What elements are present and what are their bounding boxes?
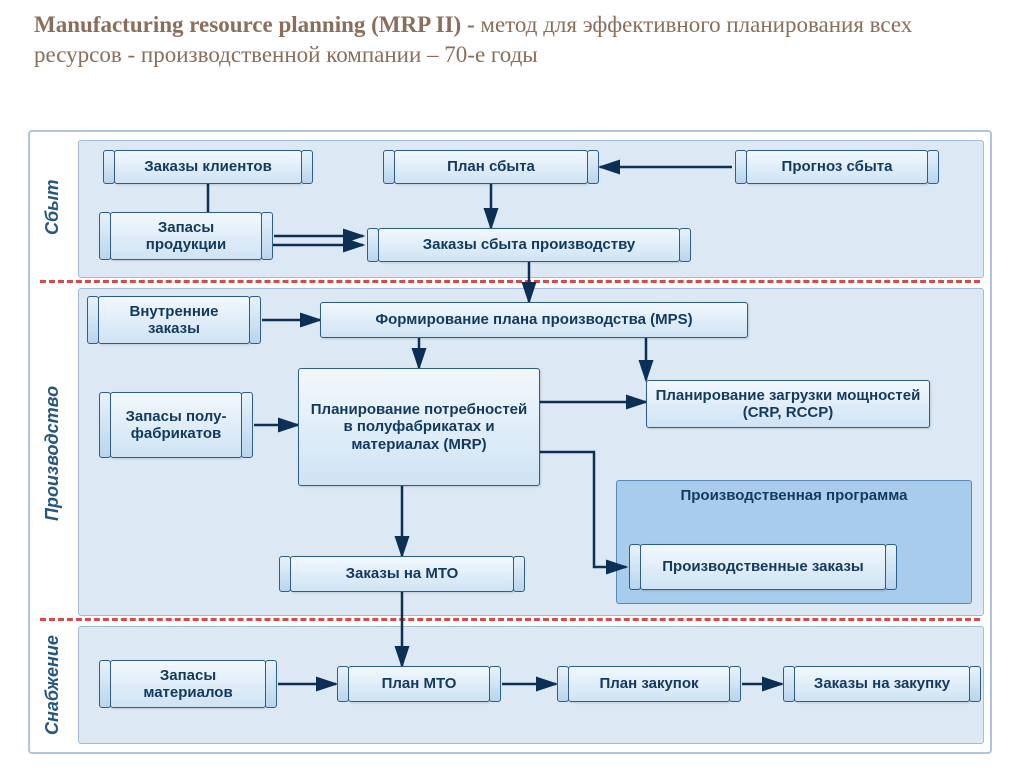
- section-label-production: Производство: [42, 292, 63, 614]
- node-n11: Производственные заказы: [640, 544, 886, 590]
- node-n8: Запасы полу- фабрикатов: [110, 392, 242, 458]
- node-n3: Прогноз сбыта: [746, 150, 928, 184]
- mrp-flowchart: Сбыт Производство Снабжение Производственна…: [28, 130, 992, 754]
- node-n14: План МТО: [348, 666, 490, 702]
- node-n15: План закупок: [568, 666, 730, 702]
- node-n6: Внутренние заказы: [98, 296, 250, 344]
- node-n10: Планирование загрузки мощностей (CRP, RC…: [646, 380, 930, 428]
- section-label-sales: Сбыт: [42, 142, 63, 272]
- divider-0: [40, 280, 980, 283]
- node-n2: План сбыта: [394, 150, 588, 184]
- node-n9: Планирование потребностей в полуфабрикат…: [298, 368, 540, 486]
- node-n7: Формирование плана производства (MPS): [320, 302, 748, 338]
- divider-1: [40, 618, 980, 621]
- title-bold: Manufacturing resource planning (MRP II)…: [34, 12, 475, 37]
- node-n1: Заказы клиентов: [114, 150, 302, 184]
- page-title: Manufacturing resource planning (MRP II)…: [0, 0, 1024, 76]
- node-n4: Запасы продукции: [110, 212, 262, 260]
- node-n12: Заказы на МТО: [290, 556, 514, 592]
- section-label-supply: Снабжение: [42, 630, 63, 740]
- production-program-title: Производственная программа: [680, 487, 907, 504]
- node-n13: Запасы материалов: [110, 660, 266, 708]
- node-n16: Заказы на закупку: [794, 666, 970, 702]
- node-n5: Заказы сбыта производству: [378, 228, 680, 262]
